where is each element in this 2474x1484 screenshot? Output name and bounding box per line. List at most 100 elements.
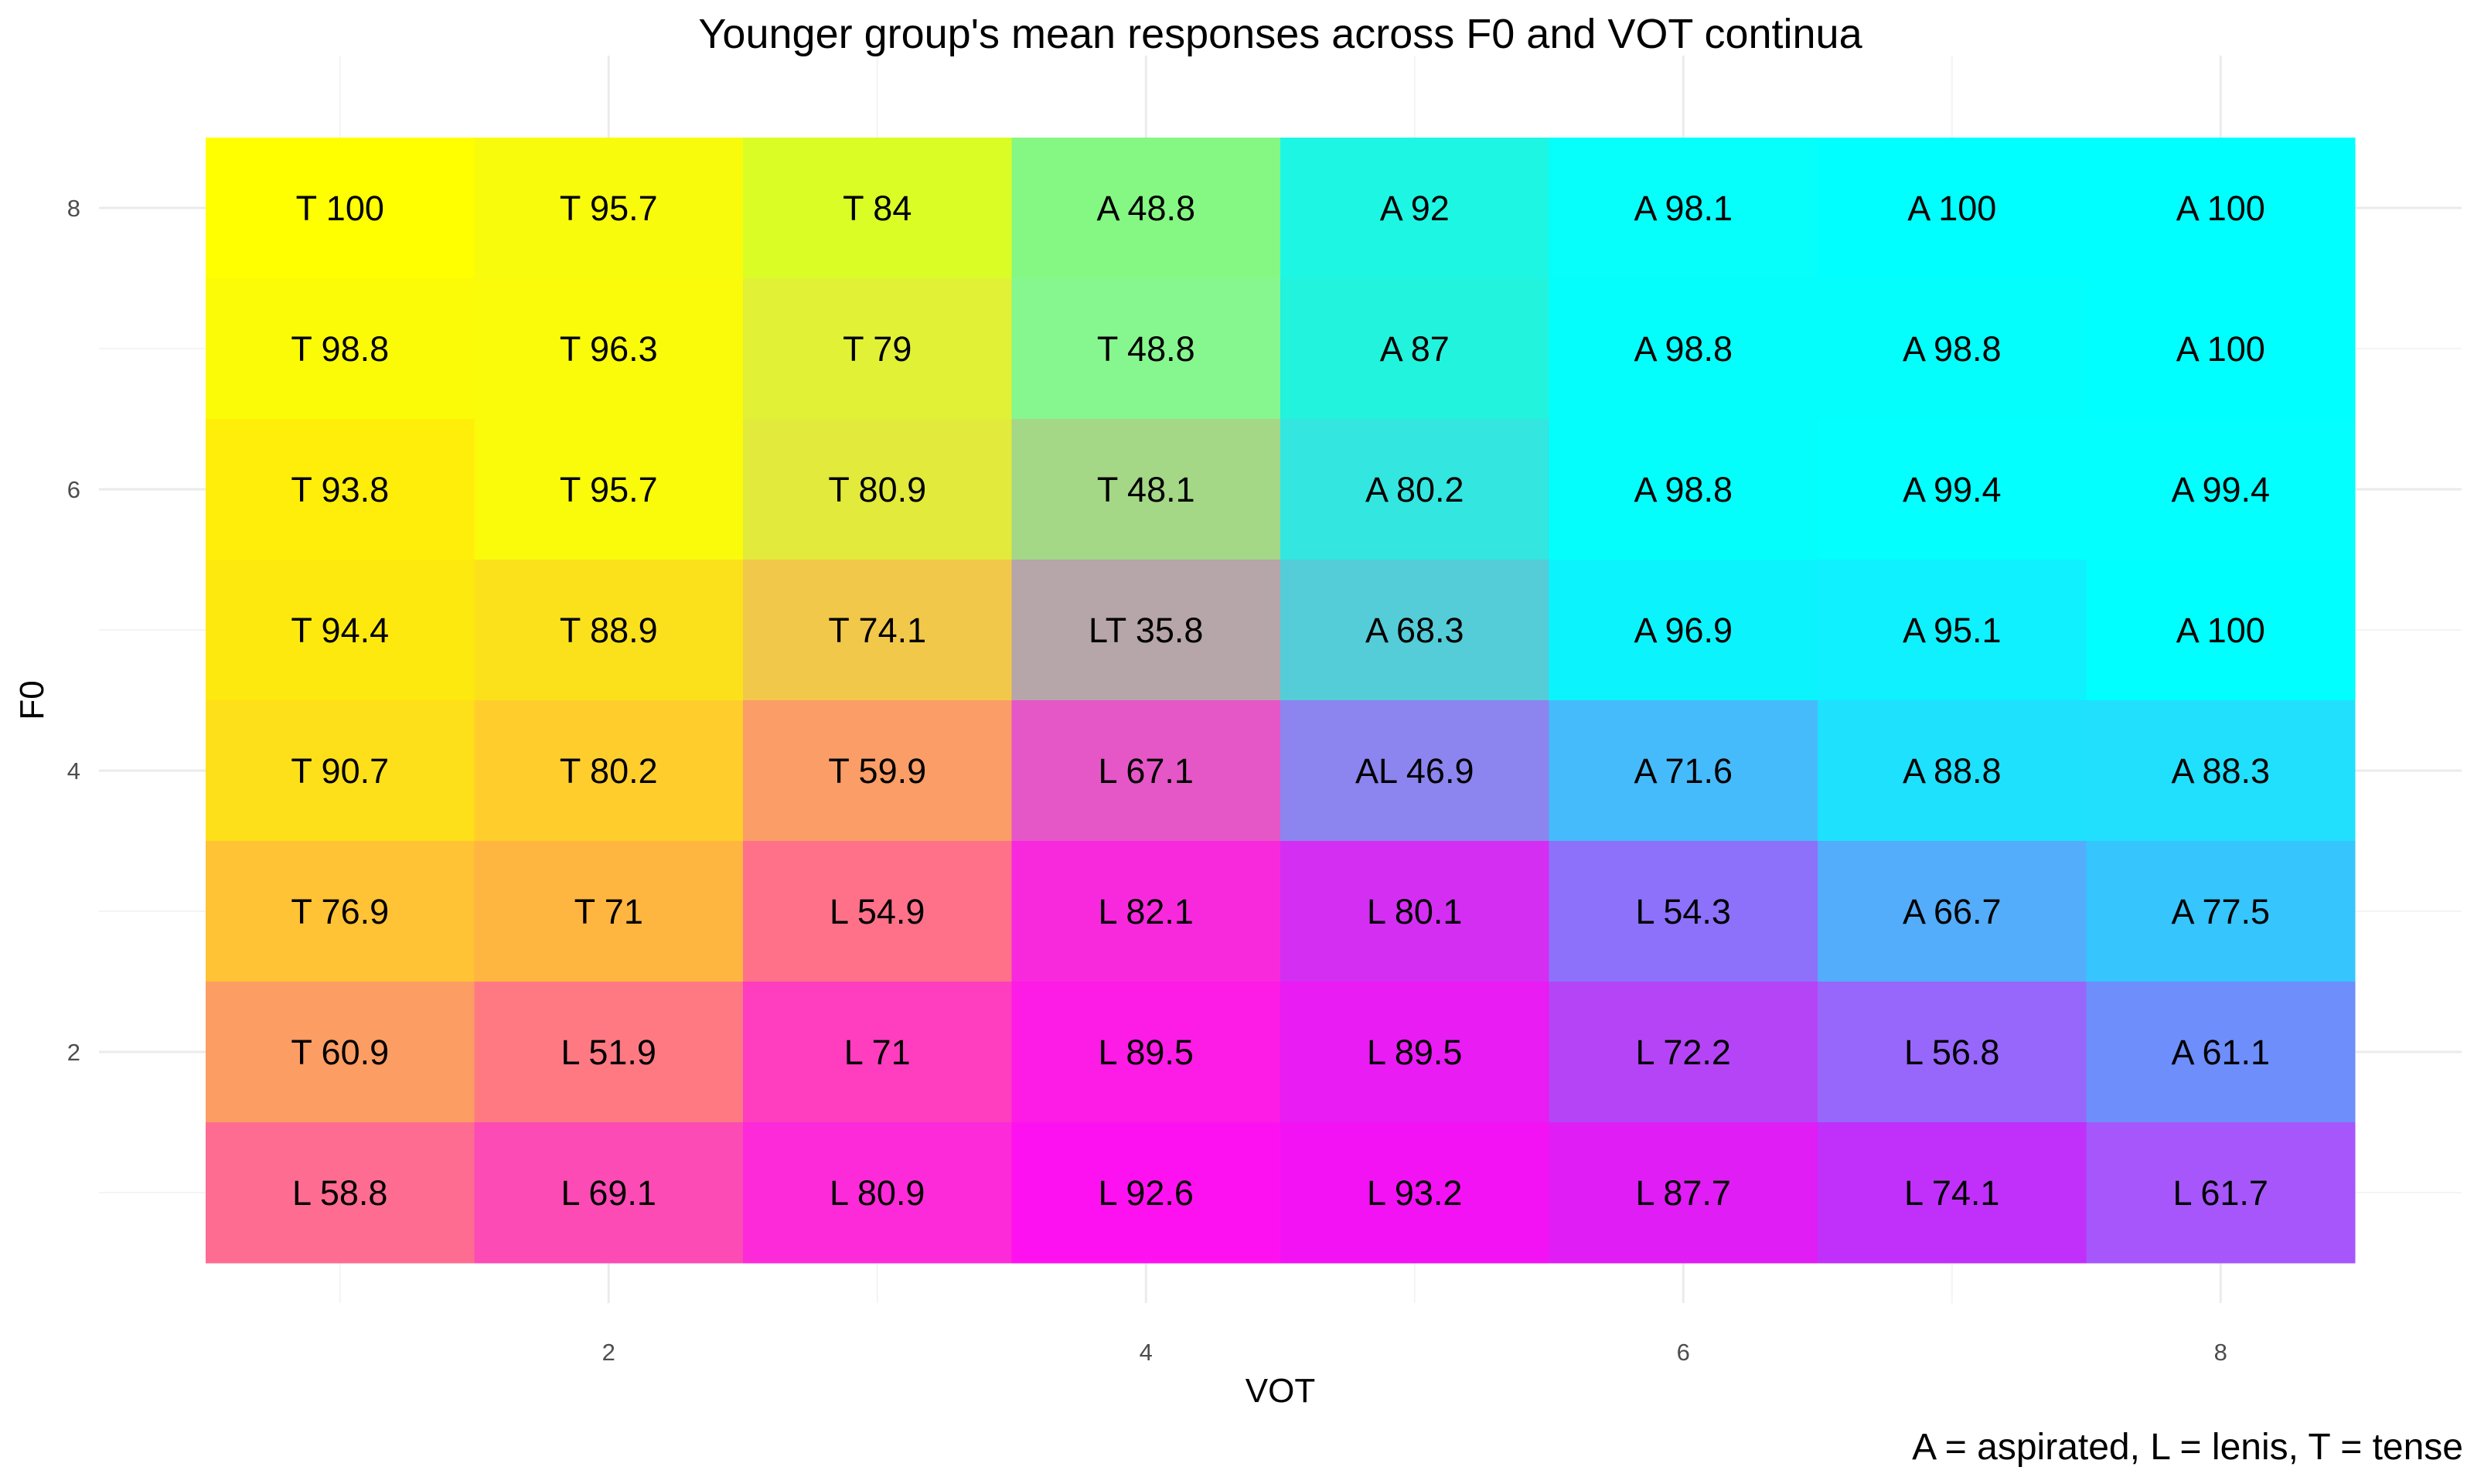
cell-label: A 80.2: [1365, 470, 1464, 509]
heatmap-cell: [206, 278, 475, 420]
heatmap-cell: [1011, 1122, 1281, 1264]
heatmap-cell: [1280, 419, 1549, 560]
cell-label: L 58.8: [292, 1173, 387, 1213]
cell-label: L 71: [844, 1033, 911, 1072]
cell-label: L 93.2: [1367, 1173, 1462, 1213]
cell-label: T 98.8: [291, 329, 389, 369]
cell-label: T 95.7: [560, 189, 658, 228]
cell-label: T 96.3: [560, 329, 658, 369]
cell-label: A 48.8: [1096, 189, 1195, 228]
heatmap-cell: [1818, 560, 2087, 701]
cell-label: L 56.8: [1904, 1033, 1999, 1072]
cell-label: L 72.2: [1636, 1033, 1731, 1072]
heatmap-cell: [1549, 138, 1818, 279]
cell-label: L 54.3: [1636, 892, 1731, 931]
y-tick-label: 2: [67, 1039, 80, 1066]
heatmap-cell: [1011, 278, 1281, 420]
cell-label: T 94.4: [291, 611, 389, 650]
heatmap-cell: [1280, 138, 1549, 279]
cell-label: A 98.8: [1634, 470, 1733, 509]
cell-label: L 82.1: [1099, 892, 1194, 931]
heatmap-cell: [1011, 560, 1281, 701]
y-axis-title: F0: [13, 680, 51, 720]
heatmap-cell: [206, 419, 475, 560]
cell-label: A 95.1: [1903, 611, 2002, 650]
heatmap-cell: [1549, 841, 1818, 982]
cell-label: L 87.7: [1636, 1173, 1731, 1213]
heatmap-cell: [1818, 982, 2087, 1123]
cell-label: A 92: [1380, 189, 1450, 228]
chart-caption: A = aspirated, L = lenis, T = tense: [1912, 1427, 2463, 1468]
heatmap-cell: [1280, 700, 1549, 842]
cell-label: L 80.1: [1367, 892, 1462, 931]
heatmap-cell: [743, 278, 1012, 420]
heatmap-cell: [1818, 1122, 2087, 1264]
cell-label: A 66.7: [1903, 892, 2002, 931]
heatmap-cell: [206, 560, 475, 701]
heatmap-cell: [2086, 700, 2356, 842]
heatmap-cell: [1549, 278, 1818, 420]
cell-label: T 79: [843, 329, 912, 369]
cell-label: T 48.1: [1097, 470, 1195, 509]
cell-label: A 99.4: [2171, 470, 2270, 509]
axis-ticks: 2 4 6 8 2 4 6 8: [67, 195, 2227, 1366]
cell-label: A 98.8: [1903, 329, 2002, 369]
heatmap-cell: [1280, 982, 1549, 1123]
cell-label: T 80.2: [560, 751, 658, 791]
cell-label: T 93.8: [291, 470, 389, 509]
heatmap-cell: [206, 982, 475, 1123]
heatmap-cell: [1011, 982, 1281, 1123]
heatmap-cell: [743, 982, 1012, 1123]
y-tick-label: 4: [67, 757, 80, 785]
cell-label: AL 46.9: [1355, 751, 1474, 791]
heatmap-cell: [474, 841, 744, 982]
heatmap-cell: [474, 700, 744, 842]
heatmap-cell: [743, 419, 1012, 560]
cell-label: L 67.1: [1099, 751, 1194, 791]
cell-label: A 77.5: [2171, 892, 2270, 931]
heatmap-cell: [474, 1122, 744, 1264]
cell-label: T 88.9: [560, 611, 658, 650]
x-tick-label: 8: [2214, 1339, 2227, 1366]
chart-title: Younger group's mean responses across F0…: [698, 11, 1862, 57]
cell-label: A 98.1: [1634, 189, 1733, 228]
heatmap-cell: [1280, 278, 1549, 420]
heatmap-cell: [474, 560, 744, 701]
cell-label: A 88.3: [2171, 751, 2270, 791]
x-tick-label: 4: [1140, 1339, 1153, 1366]
cell-label: A 61.1: [2171, 1033, 2270, 1072]
heatmap-cell: [474, 419, 744, 560]
cell-label: T 60.9: [291, 1033, 389, 1072]
cell-label: A 96.9: [1634, 611, 1733, 650]
cell-label: A 87: [1380, 329, 1450, 369]
heatmap-cell: [1818, 841, 2087, 982]
cell-label: T 71: [574, 892, 643, 931]
heatmap-cell: [1280, 841, 1549, 982]
cell-label: T 76.9: [291, 892, 389, 931]
cell-label: A 71.6: [1634, 751, 1733, 791]
heatmap-cell: [474, 982, 744, 1123]
heatmap-cells: [206, 138, 2356, 1264]
heatmap-cell: [474, 138, 744, 279]
cell-label: L 69.1: [561, 1173, 656, 1213]
heatmap-cell: [1011, 700, 1281, 842]
x-tick-label: 6: [1677, 1339, 1690, 1366]
heatmap-cell: [206, 138, 475, 279]
cell-labels: T 100 T 95.7 T 84 A 48.8 A 92 A 98.1 A 100 A 10…: [291, 189, 2270, 1213]
cell-label: T 90.7: [291, 751, 389, 791]
heatmap-cell: [743, 1122, 1012, 1264]
cell-label: T 80.9: [828, 470, 926, 509]
cell-label: A 88.8: [1903, 751, 2002, 791]
x-tick-label: 2: [602, 1339, 615, 1366]
cell-label: T 84: [843, 189, 912, 228]
heatmap-cell: [743, 700, 1012, 842]
x-axis-title: VOT: [1246, 1372, 1315, 1410]
heatmap-cell: [2086, 138, 2356, 279]
cell-label: L 54.9: [830, 892, 925, 931]
cell-label: L 80.9: [830, 1173, 925, 1213]
cell-label: L 89.5: [1099, 1033, 1194, 1072]
heatmap-cell: [1818, 138, 2087, 279]
cell-label: L 61.7: [2173, 1173, 2268, 1213]
heatmap-cell: [474, 278, 744, 420]
